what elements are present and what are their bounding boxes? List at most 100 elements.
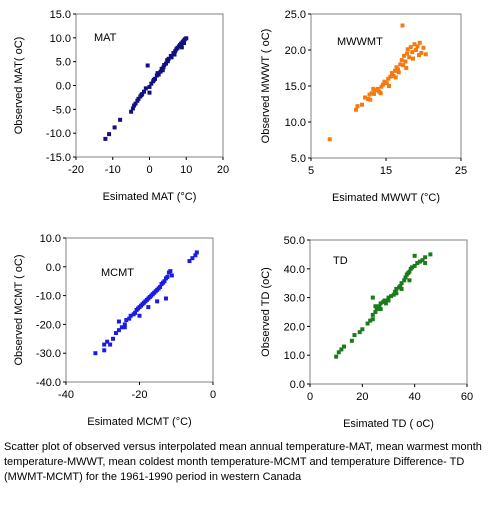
chart-panel-mwwt: 25.0 20.0 15.0 10.0 5.0 5 15 25 Esimated MWWT (°… (247, 0, 494, 220)
data-point (169, 55, 174, 60)
data-point (393, 68, 397, 73)
data-point (112, 125, 117, 130)
data-point (408, 45, 413, 50)
y-tick-label: 10.0 (40, 233, 61, 245)
x-tick-label: -20 (132, 389, 148, 401)
data-point (372, 91, 376, 96)
data-point (400, 23, 405, 28)
data-point (164, 61, 169, 66)
data-point (373, 310, 378, 314)
x-tick-label: -10 (105, 164, 121, 176)
data-point (383, 301, 388, 306)
data-point (378, 301, 383, 306)
data-point (116, 319, 121, 324)
data-point (194, 250, 199, 255)
data-point (130, 106, 135, 111)
data-point (129, 109, 134, 114)
series-inset-label: MWWMT (337, 36, 383, 48)
data-point (381, 82, 385, 87)
data-point (122, 322, 127, 327)
data-point (363, 95, 367, 100)
data-point (375, 86, 380, 91)
data-point (190, 256, 195, 261)
data-point (399, 281, 404, 286)
data-point (379, 84, 384, 89)
data-point (357, 330, 362, 335)
y-axis-label: Observed MWWT ( oC) (260, 29, 272, 144)
data-point (149, 81, 154, 86)
y-tick-label: -20.0 (36, 319, 61, 331)
x-axis-label: Esimated TD ( oC) (343, 418, 434, 430)
figure-caption: Scatter plot of observed versus interpol… (4, 441, 482, 483)
data-point (382, 79, 387, 84)
y-tick-label: 15.0 (50, 9, 71, 21)
data-point (355, 104, 360, 109)
x-tick-label: -40 (58, 389, 74, 401)
data-point (419, 50, 424, 55)
scatter-chart-mwwt: 25.0 20.0 15.0 10.0 5.05 15 25 Esimated MWWT (°… (260, 9, 467, 204)
data-point (402, 53, 406, 58)
data-point (405, 47, 410, 52)
data-point (168, 269, 173, 274)
data-point (391, 292, 396, 297)
data-point (128, 313, 133, 318)
y-tick-label: 20.0 (285, 45, 306, 57)
y-tick-label: 10.0 (284, 350, 305, 362)
data-point (377, 304, 382, 309)
y-tick-label: 30.0 (284, 293, 305, 305)
series-inset-label: MCMT (101, 267, 134, 279)
data-point (407, 269, 412, 274)
data-point (113, 331, 118, 336)
data-point (145, 63, 150, 68)
data-point (172, 52, 177, 57)
plot-area (309, 239, 468, 385)
data-point (103, 136, 108, 141)
data-point (133, 310, 138, 315)
data-point (423, 261, 428, 266)
x-tick-label: 15 (380, 165, 392, 177)
chart-panel-mat: 15.0 10.0 5.0 0.0 -5.0 -10.0 -15.0 -20 -10 0 10 20 E… (0, 0, 247, 220)
y-tick-label: 5.0 (56, 57, 71, 69)
scatter-chart-td: 50.0 40.0 30.0 20.0 10.0 0.00 20 40 60 Esimated T… (260, 235, 473, 430)
data-point (365, 321, 370, 326)
y-tick-label: -15.0 (46, 152, 71, 164)
data-point (394, 291, 399, 296)
data-point (378, 307, 383, 312)
x-tick-label: 10 (180, 164, 192, 176)
y-tick-label: 15.0 (285, 81, 306, 93)
x-tick-label: 25 (455, 165, 467, 177)
data-point (368, 318, 373, 323)
data-point (386, 295, 391, 300)
data-point (388, 74, 393, 79)
series-inset-label: MAT (94, 32, 117, 44)
data-point (412, 42, 417, 47)
data-point (417, 53, 421, 58)
data-point (386, 76, 391, 81)
scatter-chart-mcmt: 10.0 0.0 -10.0 -20.0 -30.0 -40.0-40 -20 0 Esimat… (13, 233, 216, 428)
data-point (179, 45, 184, 50)
y-tick-label: -5.0 (52, 104, 71, 116)
data-point (184, 36, 189, 41)
series-inset-label: TD (333, 255, 348, 267)
y-tick-label: 10.0 (285, 117, 306, 129)
data-point (93, 351, 98, 356)
data-point (387, 84, 391, 88)
data-point (417, 40, 422, 45)
data-point (342, 344, 347, 349)
data-point (421, 45, 426, 50)
x-tick-label: 0 (210, 389, 216, 401)
data-point (105, 339, 110, 344)
x-tick-label: 60 (461, 391, 473, 403)
data-point (402, 278, 407, 283)
data-point (399, 58, 404, 63)
data-point (414, 48, 418, 52)
x-tick-label: 40 (409, 391, 421, 403)
data-point (107, 132, 112, 137)
data-point (169, 273, 174, 278)
data-point (411, 56, 415, 61)
y-tick-label: -30.0 (36, 348, 61, 360)
data-point (165, 274, 170, 279)
data-point (146, 305, 151, 310)
data-point (162, 279, 167, 284)
data-point (398, 284, 403, 289)
